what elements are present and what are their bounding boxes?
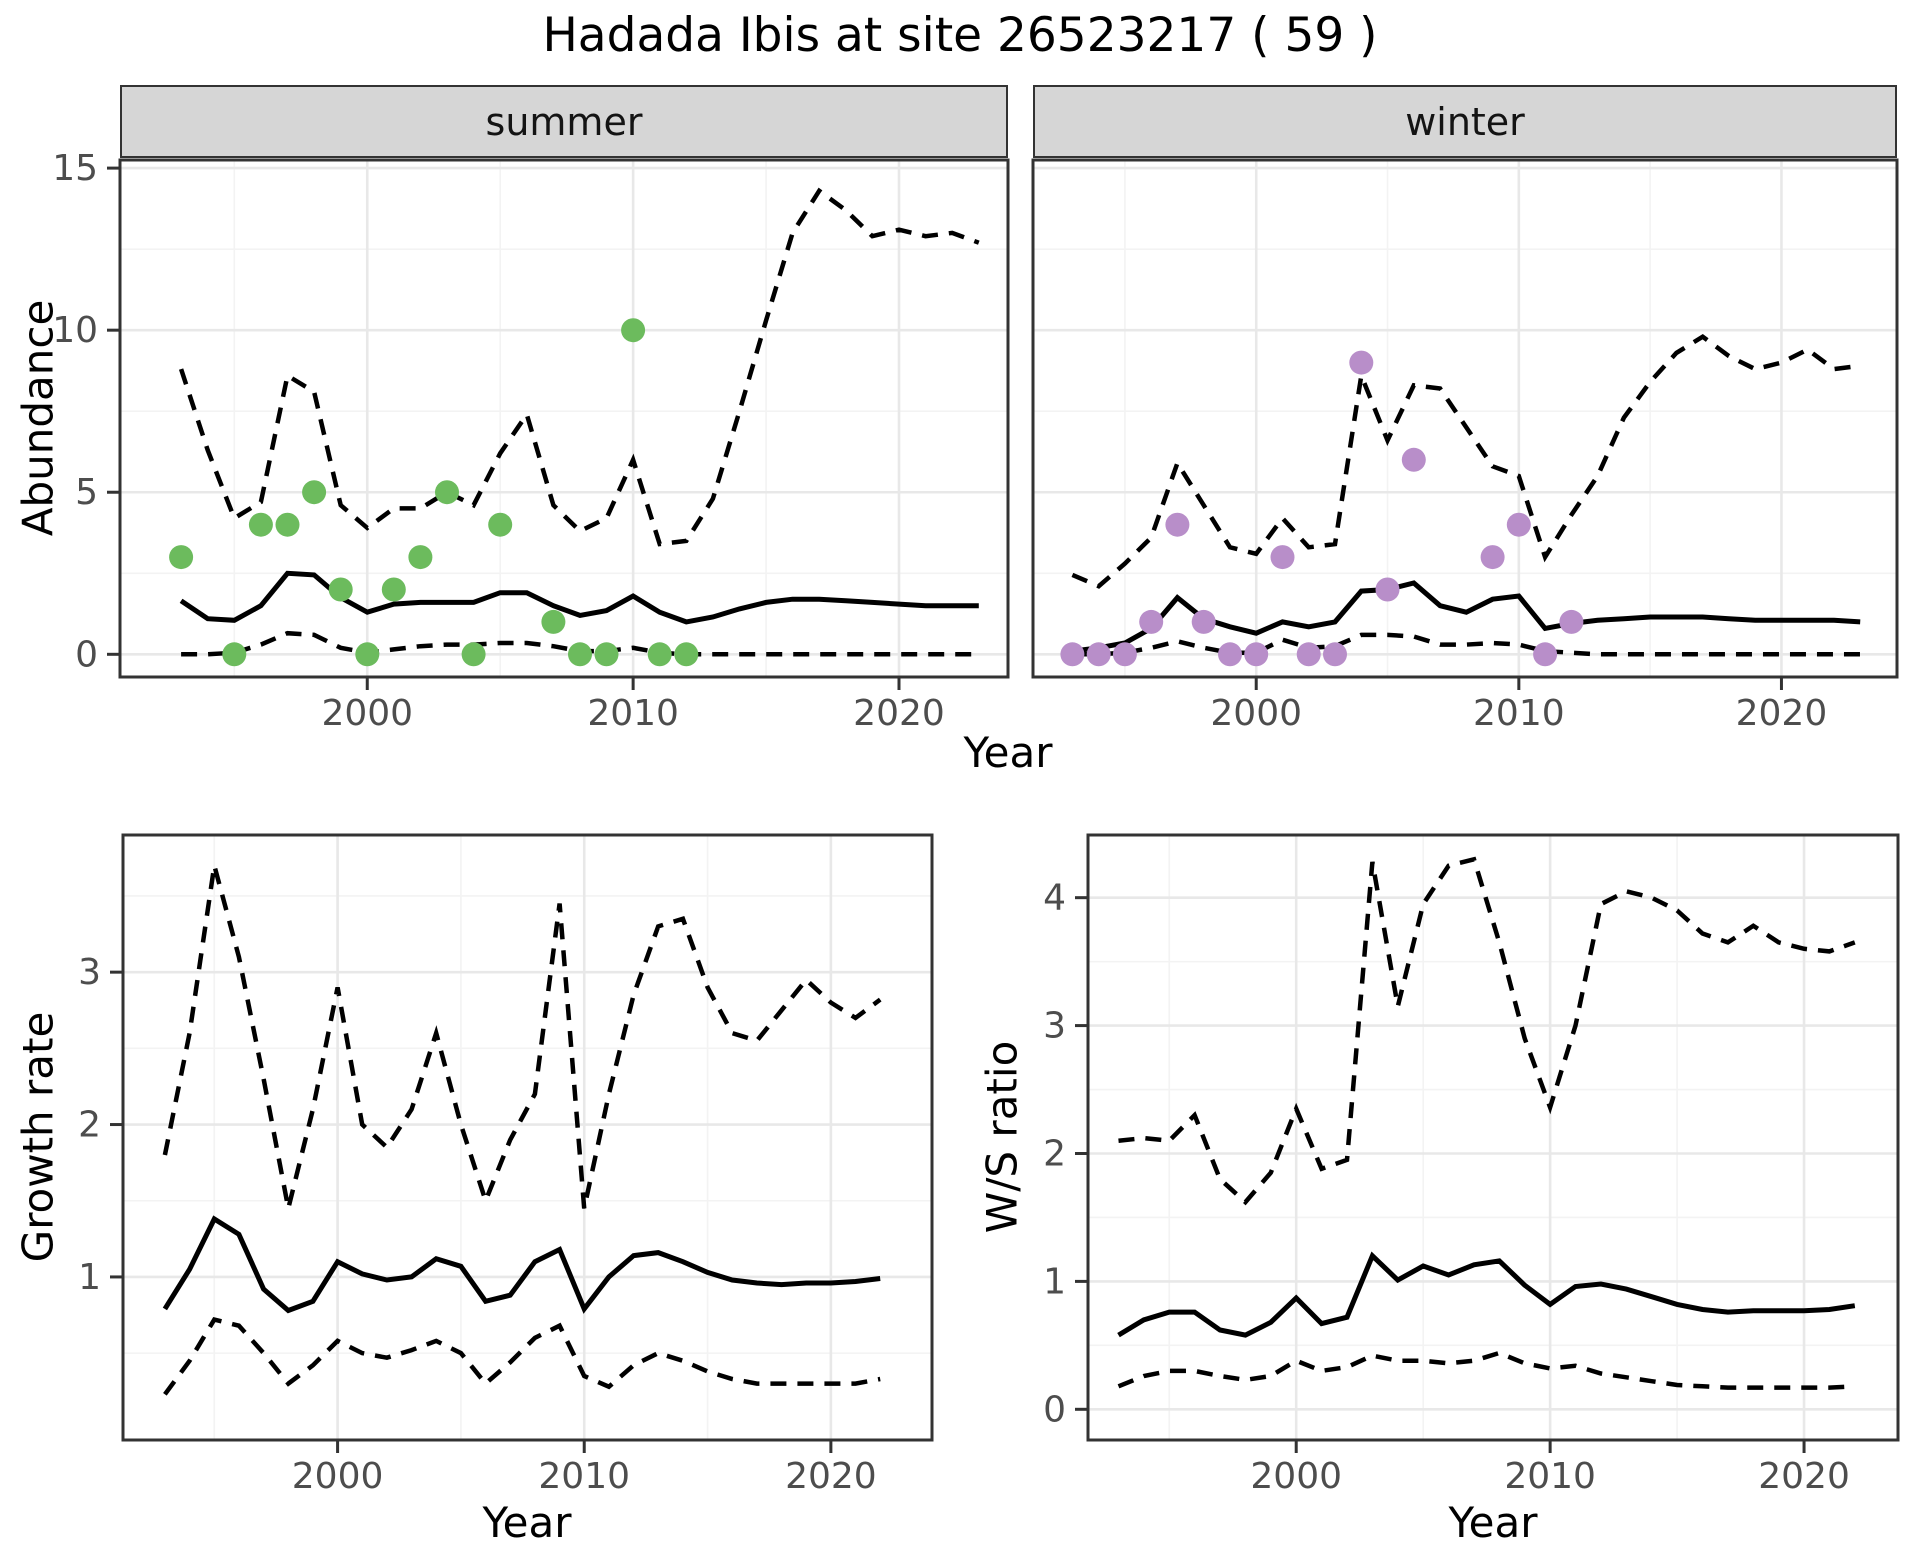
y-tick-label: 1 — [78, 1257, 101, 1298]
ws-ratio-median-line — [1117, 1251, 1856, 1338]
observed-summer-point — [435, 480, 459, 505]
observed-winter-point — [1112, 642, 1137, 667]
y-tick-label: 5 — [75, 472, 98, 513]
panel-background — [1033, 160, 1897, 677]
y-tick-label: 10 — [52, 310, 98, 351]
x-tick-label: 2010 — [1473, 693, 1565, 734]
observed-winter-point — [1349, 350, 1374, 375]
y-tick-label: 3 — [78, 952, 101, 993]
x-tick-label: 2020 — [853, 693, 945, 734]
observed-summer-point — [461, 642, 486, 667]
growth-rate-median-line — [162, 1215, 881, 1314]
panel-background — [1088, 835, 1898, 1440]
facet-label-summer: summer — [485, 99, 643, 144]
observed-summer-point — [408, 545, 433, 570]
x-tick-label: 2010 — [538, 1456, 630, 1497]
y-axis-title-abundance: Abundance — [13, 299, 63, 537]
observed-summer-point — [674, 642, 699, 667]
y-tick-label: 0 — [1043, 1389, 1066, 1430]
x-axis-title-year-ws: Year — [1448, 1498, 1538, 1547]
observed-winter-point — [1401, 447, 1426, 472]
ws-ratio-ci_lower-line — [1117, 1350, 1855, 1390]
observed-summer-point — [621, 318, 646, 343]
panel-border — [121, 833, 934, 1442]
y-tick-label: 0 — [75, 634, 98, 675]
observed-winter-point — [1086, 642, 1111, 667]
observed-summer-point — [222, 642, 247, 667]
observed-summer-point — [488, 512, 513, 537]
ws-ratio-panel: 2000 2010 2020 0 1 2 3 4 — [1043, 833, 1900, 1497]
abundance-summer-median-line — [179, 570, 979, 625]
observed-winter-point — [1139, 609, 1164, 634]
facet-strip-winter: winter — [1033, 85, 1897, 158]
panel-background — [120, 160, 1008, 677]
observed-winter-point — [1506, 512, 1531, 537]
x-tick-label: 2000 — [1250, 1456, 1342, 1497]
observed-summer-point — [647, 642, 672, 667]
y-tick-label: 1 — [1043, 1261, 1066, 1302]
observed-winter-point — [1296, 642, 1321, 667]
observed-winter-point — [1480, 545, 1505, 570]
growth-rate-panel: 2000 2010 2020 1 2 3 — [78, 833, 934, 1497]
observed-winter-point — [1244, 642, 1269, 667]
observed-winter-point — [1270, 545, 1295, 570]
x-tick-label: 2020 — [1758, 1456, 1850, 1497]
abundance-winter-ci_upper-line — [1071, 333, 1861, 589]
chart-title: Hadada Ibis at site 26523217 ( 59 ) — [542, 8, 1378, 63]
panel-background — [123, 835, 932, 1440]
x-axis-title-year-top: Year — [963, 728, 1053, 777]
x-axis-title-year-growth: Year — [482, 1498, 572, 1547]
panel-border — [1031, 158, 1899, 679]
facet-label-winter: winter — [1405, 99, 1525, 144]
growth-rate-ci_upper-line — [162, 864, 882, 1209]
panel-border — [118, 158, 1010, 679]
panel-border — [1086, 833, 1900, 1442]
observed-winter-point — [1559, 609, 1584, 634]
observed-summer-point — [355, 642, 380, 667]
observed-summer-point — [568, 642, 592, 667]
observed-summer-point — [594, 642, 619, 667]
y-tick-label: 2 — [1043, 1133, 1066, 1174]
x-tick-label: 2010 — [1504, 1456, 1596, 1497]
observed-summer-point — [169, 545, 194, 570]
observed-summer-point — [328, 577, 353, 602]
observed-summer-point — [275, 512, 300, 537]
x-tick-label: 2000 — [321, 693, 413, 734]
y-axis-title-growth-rate: Growth rate — [13, 1011, 63, 1263]
observed-summer-point — [381, 577, 406, 602]
observed-summer-point — [248, 512, 273, 537]
observed-winter-point — [1323, 642, 1347, 667]
facet-strip-summer: summer — [120, 85, 1008, 158]
observed-summer-point — [541, 609, 566, 634]
y-tick-label: 4 — [1043, 878, 1066, 919]
observed-summer-point — [302, 480, 327, 505]
y-tick-label: 3 — [1043, 1006, 1066, 1047]
ws-ratio-ci_upper-line — [1118, 856, 1856, 1206]
observed-winter-point — [1533, 642, 1558, 667]
x-tick-label: 2000 — [292, 1456, 384, 1497]
x-tick-label: 2000 — [1210, 693, 1302, 734]
abundance-winter-panel: 2000 2010 2020 — [1031, 158, 1899, 734]
observed-winter-point — [1191, 609, 1216, 634]
x-tick-label: 2010 — [587, 693, 679, 734]
abundance-summer-panel: 2000 2010 2020 0 5 10 15 — [52, 148, 1010, 734]
observed-winter-point — [1375, 577, 1400, 602]
observed-winter-point — [1060, 642, 1085, 667]
observed-winter-point — [1218, 642, 1242, 667]
y-tick-label: 15 — [52, 148, 98, 189]
observed-winter-point — [1165, 512, 1190, 537]
x-tick-label: 2020 — [785, 1456, 877, 1497]
x-tick-label: 2020 — [1736, 693, 1828, 734]
y-axis-title-ws-ratio: W/S ratio — [977, 1040, 1027, 1234]
y-tick-label: 2 — [78, 1105, 101, 1146]
